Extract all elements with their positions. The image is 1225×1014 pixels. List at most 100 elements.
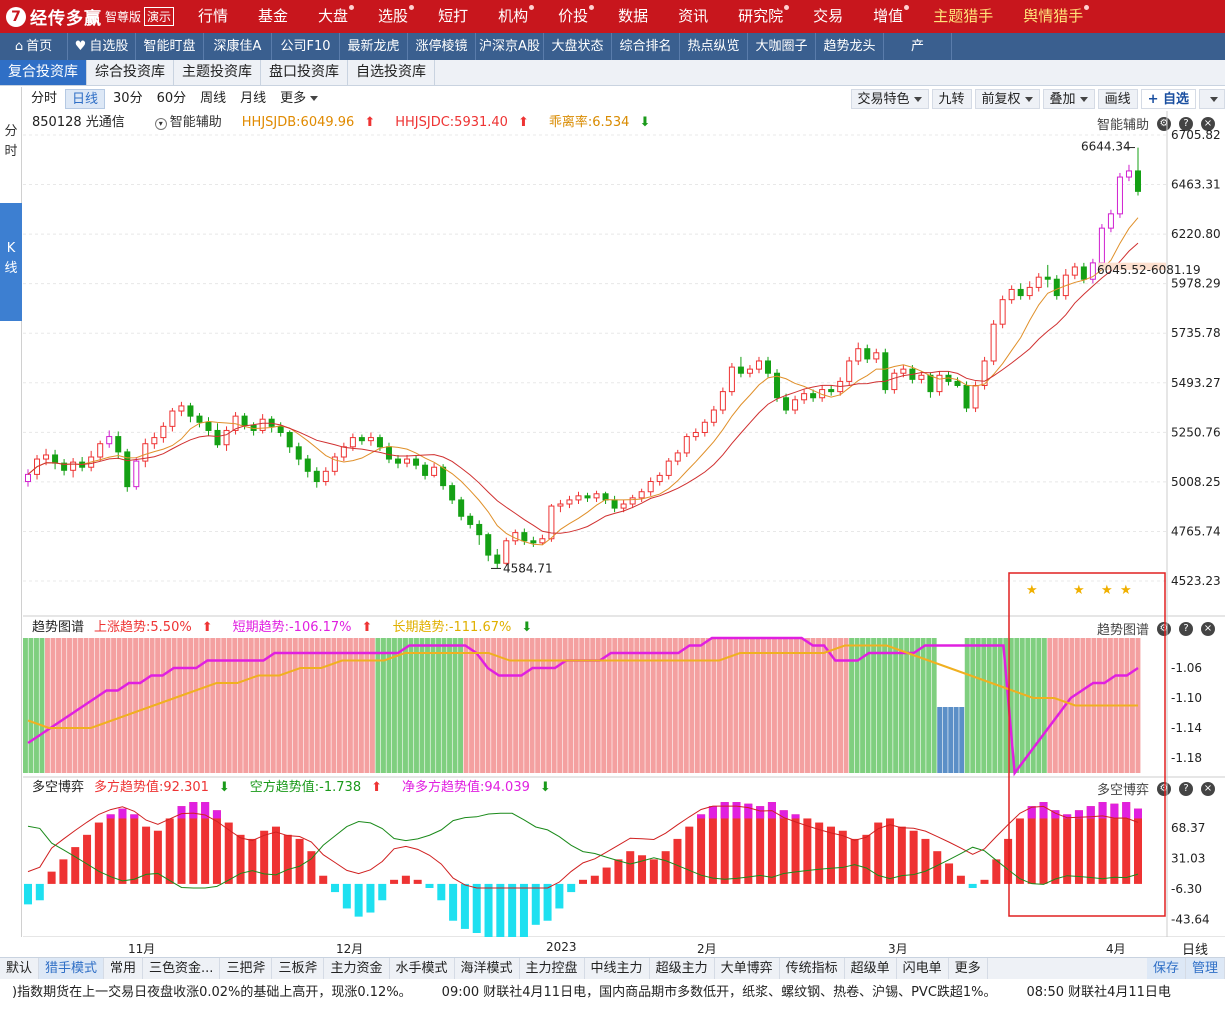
menu-item-5[interactable]: 机构 <box>486 0 546 33</box>
short-trend-text: 短期趋势:-106.17% <box>232 620 352 635</box>
menu-item-7[interactable]: 数据 <box>606 0 666 33</box>
arrow-down-icon: ⬇ <box>539 780 551 795</box>
minute-view-button[interactable]: 分 时 <box>4 124 18 159</box>
trend-panel-name: 趋势图谱 <box>32 620 85 635</box>
trend-bar <box>105 638 111 773</box>
indicator-tab-1[interactable]: 猎手模式 <box>39 958 105 979</box>
tool-5[interactable]: + 自选 <box>1140 89 1196 109</box>
menu-item-9[interactable]: 研究院 <box>726 0 801 33</box>
help-icon[interactable]: ? <box>1179 621 1193 636</box>
tab-1[interactable]: 综合投资库 <box>87 60 174 85</box>
indicator-tab-9[interactable]: 主力控盘 <box>520 958 585 979</box>
candle-body <box>124 451 131 488</box>
trend-bar <box>485 638 491 773</box>
help-icon[interactable]: ? <box>1179 116 1193 131</box>
period-1[interactable]: 日线 <box>65 89 106 109</box>
tab-2[interactable]: 主题投资库 <box>174 60 261 85</box>
candle-body <box>1116 176 1123 215</box>
nav-item-0[interactable]: ⌂ 首页 <box>0 33 68 60</box>
close-icon[interactable]: × <box>1201 781 1215 796</box>
tab-3[interactable]: 盘口投资库 <box>261 60 348 85</box>
indicator-tab-13[interactable]: 传统指标 <box>780 958 845 979</box>
menu-item-0[interactable]: 行情 <box>186 0 246 33</box>
indicator-tab-11[interactable]: 超级主力 <box>650 958 715 979</box>
menu-item-8[interactable]: 资讯 <box>666 0 726 33</box>
indicator-tab-0[interactable]: 默认 <box>0 958 40 979</box>
assist-toggle[interactable]: ▾ 智能辅助 <box>154 114 232 132</box>
trend-bar <box>656 638 662 773</box>
nav-item-9[interactable]: 综合排名 <box>612 33 680 60</box>
nav-item-10[interactable]: 热点纵览 <box>680 33 748 60</box>
trend-bar <box>287 638 293 773</box>
ticker-item[interactable]: )指数期货在上一交易日夜盘收涨0.02%的基础上高开，现涨0.12%。 <box>12 985 412 1000</box>
period-6[interactable]: 更多 <box>274 89 324 109</box>
help-icon[interactable]: ? <box>1179 781 1193 796</box>
tab-0[interactable]: 复合投资库 <box>0 60 87 85</box>
indicator-tab-12[interactable]: 大单博弈 <box>715 958 780 979</box>
more-dropdown-button[interactable] <box>1199 89 1225 109</box>
x-tick-label: 2月 <box>697 942 717 956</box>
indicator-tab-5[interactable]: 三板斧 <box>272 958 325 979</box>
bottom-action-1[interactable]: 管理 <box>1185 958 1225 979</box>
kline-view-button[interactable]: K 线 <box>0 203 22 321</box>
nav-item-13[interactable]: 产 <box>884 33 952 60</box>
stock-chart[interactable]: 6705.82 6463.31 6220.80 5978.29 5735.78 5493.… <box>23 111 1225 937</box>
indicator-tab-4[interactable]: 三把斧 <box>220 958 273 979</box>
menu-item-12[interactable]: 主题猎手 <box>921 0 1011 33</box>
menu-item-11[interactable]: 增值 <box>861 0 921 33</box>
indicator-tab-3[interactable]: 三色资金... <box>143 958 221 979</box>
star-icon: ★ <box>1073 583 1085 598</box>
menu-item-13[interactable]: 舆情猎手 <box>1011 0 1101 33</box>
nav-item-2[interactable]: 智能盯盘 <box>136 33 204 60</box>
nav-item-4[interactable]: 公司F10 <box>272 33 340 60</box>
news-ticker[interactable]: )指数期货在上一交易日夜盘收涨0.02%的基础上高开，现涨0.12%。 09:00… <box>0 980 1225 1014</box>
tool-2[interactable]: 前复权 <box>974 89 1040 109</box>
bottom-action-0[interactable]: 保存 <box>1146 958 1186 979</box>
bull-bar <box>756 806 765 884</box>
menu-item-10[interactable]: 交易 <box>801 0 861 33</box>
indicator-tab-8[interactable]: 海洋模式 <box>455 958 520 979</box>
trend-bar <box>612 638 618 773</box>
ticker-item[interactable]: 08:50 财联社4月11日电 <box>1026 985 1171 1000</box>
trend-bar <box>788 638 794 773</box>
nav-item-12[interactable]: 趋势龙头 <box>816 33 884 60</box>
period-5[interactable]: 月线 <box>234 89 272 109</box>
nav-item-1[interactable]: ♥ 自选股 <box>68 33 136 60</box>
y-tick-label: 5250.76 <box>1171 425 1221 439</box>
menu-item-4[interactable]: 短打 <box>426 0 486 33</box>
candle-body <box>593 493 600 499</box>
tool-1[interactable]: 九转 <box>931 89 972 109</box>
tool-3[interactable]: 叠加 <box>1042 89 1095 109</box>
ticker-item[interactable]: 09:00 财联社4月11日电，国内商品期市多数低开，纸浆、螺纹钢、热卷、沪锡、… <box>441 985 997 1000</box>
nav-item-8[interactable]: 大盘状态 <box>544 33 612 60</box>
indicator-tab-7[interactable]: 水手模式 <box>390 958 455 979</box>
menu-item-6[interactable]: 价投 <box>546 0 606 33</box>
nav-item-5[interactable]: 最新龙虎 <box>340 33 408 60</box>
long-trend-line <box>27 644 1138 729</box>
period-4[interactable]: 周线 <box>194 89 232 109</box>
nav-item-6[interactable]: 涨停棱镜 <box>408 33 476 60</box>
indicator-tab-10[interactable]: 中线主力 <box>585 958 650 979</box>
indicator-tab-14[interactable]: 超级单 <box>845 958 897 979</box>
menu-item-2[interactable]: 大盘 <box>306 0 366 33</box>
menu-item-3[interactable]: 选股 <box>366 0 426 33</box>
indicator-tab-16[interactable]: 更多 <box>949 958 988 979</box>
tab-4[interactable]: 自选投资库 <box>348 60 435 85</box>
tool-0[interactable]: 交易特色 <box>850 89 929 109</box>
indicator-tab-6[interactable]: 主力资金 <box>324 958 390 979</box>
nav-item-11[interactable]: 大咖圈子 <box>748 33 816 60</box>
period-3[interactable]: 60分 <box>151 89 193 109</box>
period-0[interactable]: 分时 <box>25 89 63 109</box>
tool-4[interactable]: 画线 <box>1097 89 1138 109</box>
candle-body <box>106 436 113 445</box>
nav-item-7[interactable]: 沪深京A股 <box>476 33 544 60</box>
menu-item-1[interactable]: 基金 <box>246 0 306 33</box>
indicator-tab-15[interactable]: 闪电单 <box>897 958 949 979</box>
close-icon[interactable]: × <box>1201 116 1215 131</box>
indicator-tab-2[interactable]: 常用 <box>104 958 144 979</box>
demo-badge[interactable]: 演示 <box>144 7 175 26</box>
nav-item-3[interactable]: 深康佳A <box>204 33 272 60</box>
period-2[interactable]: 30分 <box>107 89 149 109</box>
candle-body <box>891 372 898 391</box>
close-icon[interactable]: × <box>1201 621 1215 636</box>
